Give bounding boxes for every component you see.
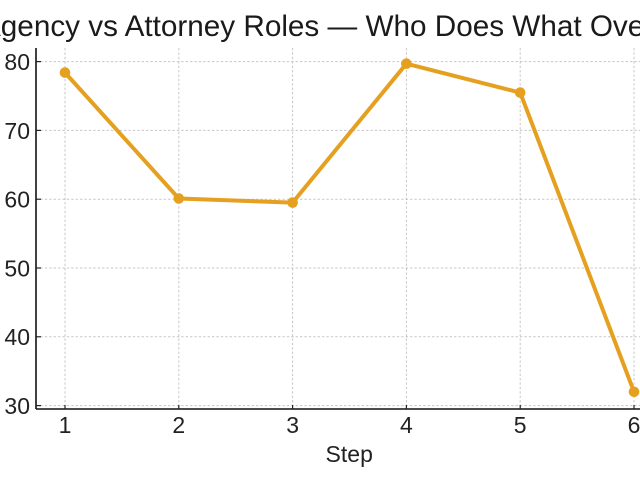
svg-text:6: 6 [628, 412, 640, 438]
svg-text:2: 2 [172, 412, 185, 438]
svg-text:1: 1 [59, 412, 72, 438]
svg-text:5: 5 [514, 412, 527, 438]
svg-text:30: 30 [4, 393, 30, 419]
svg-text:3: 3 [286, 412, 299, 438]
svg-text:40: 40 [4, 324, 30, 350]
svg-text:70: 70 [4, 118, 30, 144]
svg-text:60: 60 [4, 187, 30, 213]
svg-text:80: 80 [4, 49, 30, 75]
svg-text:4: 4 [400, 412, 413, 438]
svg-text:50: 50 [4, 255, 30, 281]
